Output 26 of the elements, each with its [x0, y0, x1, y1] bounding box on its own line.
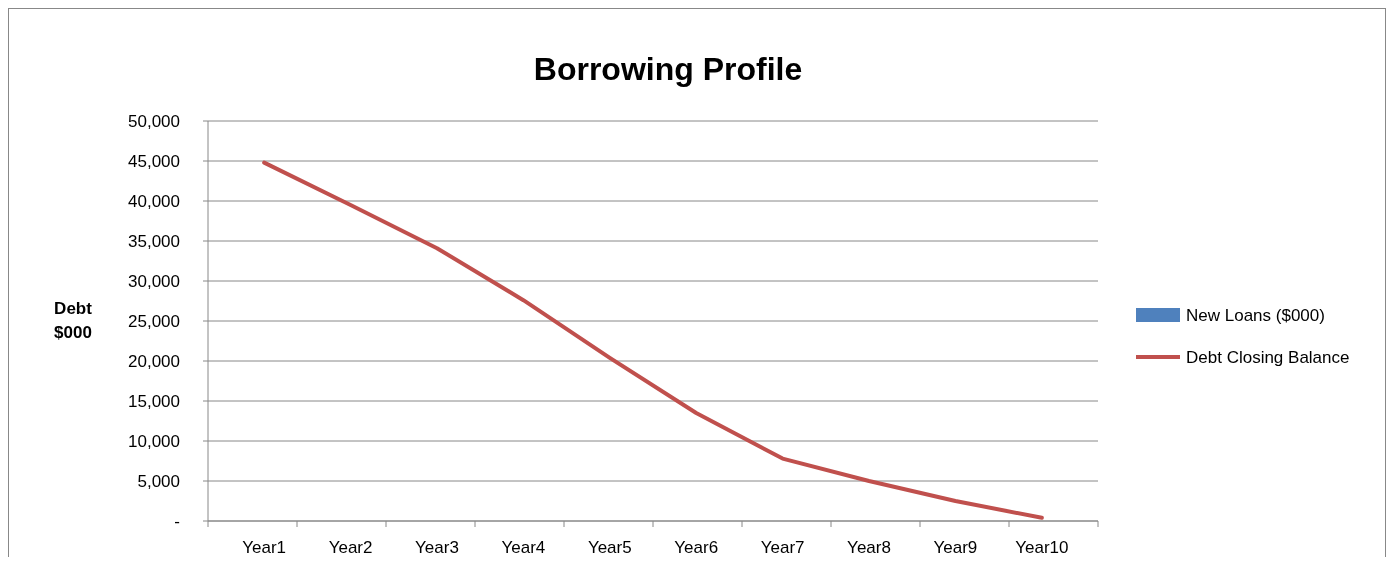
- x-tick-label: Year2: [328, 538, 373, 557]
- y-tick-label: 50,000: [128, 111, 180, 131]
- legend-label: New Loans ($000): [1186, 305, 1325, 325]
- legend-label: Debt Closing Balance: [1186, 347, 1350, 367]
- y-tick-label: 10,000: [128, 431, 180, 451]
- y-tick-label: 35,000: [128, 231, 180, 251]
- y-tick-label: 40,000: [128, 191, 180, 211]
- x-tick-label: Year7: [760, 538, 805, 557]
- y-tick-label: 25,000: [128, 311, 180, 331]
- x-tick-label: Year10: [1015, 538, 1069, 557]
- x-tick-label: Year3: [415, 538, 459, 557]
- x-tick-label: Year1: [242, 538, 287, 557]
- chart-title: Borrowing Profile: [533, 51, 803, 87]
- y-tick-label: 45,000: [128, 151, 180, 171]
- x-tick-label: Year5: [587, 538, 632, 557]
- y-tick-label: 15,000: [128, 391, 180, 411]
- y-axis-title: Debt $000: [54, 299, 93, 342]
- x-tick-label: Year8: [847, 538, 891, 557]
- y-tick-label: 20,000: [128, 351, 180, 371]
- x-tick-label: Year6: [674, 538, 719, 557]
- line-series: [262, 160, 1044, 520]
- y-tick-label: 5,000: [137, 471, 180, 491]
- y-tick-label: -: [174, 511, 180, 531]
- x-tick-label: Year9: [933, 538, 978, 557]
- y-tick-label: 30,000: [128, 271, 180, 291]
- x-tick-label: Year4: [501, 538, 546, 557]
